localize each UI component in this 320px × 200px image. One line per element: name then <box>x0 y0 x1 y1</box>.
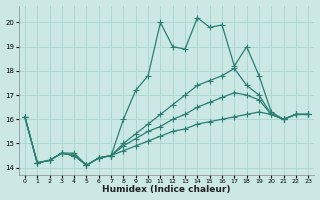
X-axis label: Humidex (Indice chaleur): Humidex (Indice chaleur) <box>102 185 231 194</box>
